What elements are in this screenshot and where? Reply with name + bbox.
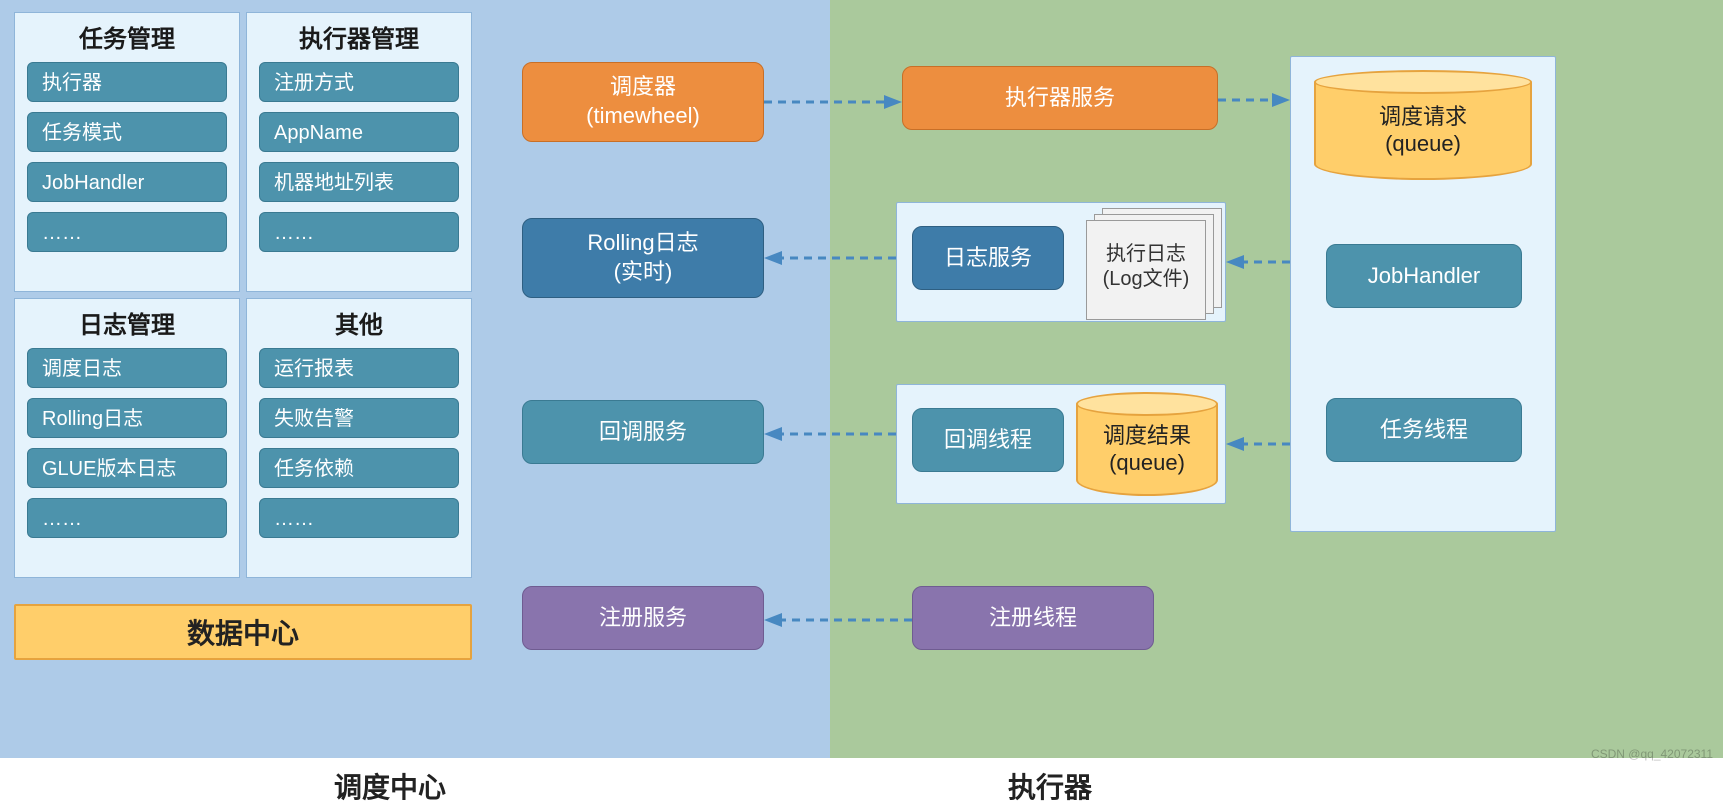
panel-exec-mgmt: 执行器管理 注册方式 AppName 机器地址列表 ……: [246, 12, 472, 292]
mgmt-item: 调度日志: [27, 348, 227, 388]
mgmt-item: 执行器: [27, 62, 227, 102]
mgmt-item: ……: [259, 212, 459, 252]
register-service-box: 注册服务: [522, 586, 764, 650]
arrow-log-to-rolling: [764, 248, 896, 268]
text: 日志服务: [944, 244, 1032, 273]
panel-task-mgmt: 任务管理 执行器 任务模式 JobHandler ……: [14, 12, 240, 292]
mgmt-item: 任务依赖: [259, 448, 459, 488]
mgmt-item: JobHandler: [27, 162, 227, 202]
rolling-log-box: Rolling日志 (实时): [522, 218, 764, 298]
mgmt-item: 注册方式: [259, 62, 459, 102]
text: 任务线程: [1380, 416, 1468, 445]
text: (queue): [1379, 130, 1467, 158]
mgmt-item: 机器地址列表: [259, 162, 459, 202]
arrow-callback-to-service: [764, 424, 896, 444]
text: JobHandler: [1368, 262, 1481, 291]
panel-title: 日志管理: [15, 299, 239, 348]
text: 回调服务: [599, 418, 687, 447]
watermark: CSDN @qq_42072311: [1591, 747, 1713, 761]
scheduler-box: 调度器 (timewheel): [522, 62, 764, 142]
mgmt-item: 失败告警: [259, 398, 459, 438]
mgmt-item: 运行报表: [259, 348, 459, 388]
text: (实时): [614, 258, 673, 287]
data-center: 数据中心: [14, 604, 472, 660]
text: (queue): [1103, 449, 1191, 477]
text: 注册服务: [599, 604, 687, 633]
text: (Log文件): [1086, 267, 1206, 292]
panel-log-mgmt: 日志管理 调度日志 Rolling日志 GLUE版本日志 ……: [14, 298, 240, 578]
arrow-panel-to-logfile: [1226, 252, 1290, 272]
text: 回调线程: [944, 426, 1032, 455]
text: 调度结果: [1103, 422, 1191, 450]
task-thread-box: 任务线程: [1326, 398, 1522, 462]
label-executor: 执行器: [1008, 766, 1092, 806]
arrow-scheduler-to-exec: [764, 92, 902, 112]
panel-title: 其他: [247, 299, 471, 348]
text: 执行器服务: [1005, 84, 1115, 113]
mgmt-item: 任务模式: [27, 112, 227, 152]
exec-service-box: 执行器服务: [902, 66, 1218, 130]
panel-title: 任务管理: [15, 13, 239, 62]
panel-title: 执行器管理: [247, 13, 471, 62]
callback-thread-box: 回调线程: [912, 408, 1064, 472]
panel-other: 其他 运行报表 失败告警 任务依赖 ……: [246, 298, 472, 578]
mgmt-item: ……: [27, 498, 227, 538]
arrow-register-to-service: [764, 610, 912, 630]
text: 调度器: [610, 73, 676, 102]
text: Rolling日志: [587, 229, 698, 258]
mgmt-item: ……: [259, 498, 459, 538]
mgmt-item: Rolling日志: [27, 398, 227, 438]
register-thread-box: 注册线程: [912, 586, 1154, 650]
text: 执行日志: [1086, 242, 1206, 267]
jobhandler-box: JobHandler: [1326, 244, 1522, 308]
text: 调度请求: [1379, 103, 1467, 131]
callback-service-box: 回调服务: [522, 400, 764, 464]
mgmt-item: GLUE版本日志: [27, 448, 227, 488]
queue-request-cylinder: 调度请求 (queue): [1314, 70, 1532, 180]
mgmt-item: AppName: [259, 112, 459, 152]
queue-result-cylinder: 调度结果 (queue): [1076, 392, 1218, 496]
log-service-box: 日志服务: [912, 226, 1064, 290]
text: 注册线程: [989, 604, 1077, 633]
mgmt-item: ……: [27, 212, 227, 252]
label-scheduler-center: 调度中心: [334, 766, 446, 806]
log-file-stack: 执行日志 (Log文件): [1080, 204, 1230, 320]
arrow-exec-to-queue: [1218, 90, 1290, 110]
arrow-panel-to-resultqueue: [1226, 434, 1290, 454]
text: (timewheel): [586, 102, 700, 131]
